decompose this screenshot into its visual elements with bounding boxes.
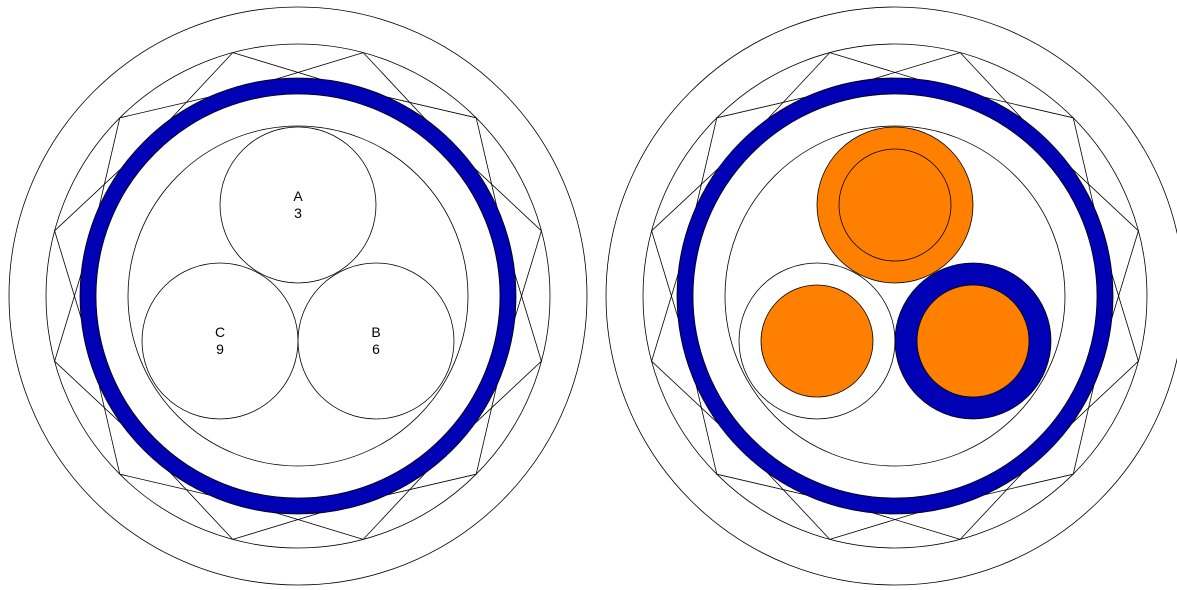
metal-sheath-outline (95, 93, 501, 499)
core-a-number: 3 (294, 205, 302, 221)
core-right-conductor (916, 284, 1030, 398)
core-c (141, 262, 299, 420)
core-a (219, 126, 377, 284)
metal-sheath-ring (677, 78, 1113, 514)
cable-right (605, 6, 1177, 586)
metal-sheath-ring (80, 78, 516, 514)
armour-outer-ring (45, 43, 551, 549)
core-b-name: B (371, 324, 380, 340)
core-c-name: C (215, 324, 225, 340)
metal-sheath-outline (676, 77, 1114, 515)
core-c-number: 9 (216, 341, 224, 357)
core-top-inner-ring (838, 148, 952, 262)
core-left-conductor (760, 284, 874, 398)
armour-outer-ring (642, 43, 1148, 549)
metal-sheath-outline (79, 77, 517, 515)
core-top-conductor (816, 126, 974, 284)
core-a-name: A (293, 188, 303, 204)
core-b-number: 6 (372, 341, 380, 357)
metal-sheath-outline (692, 93, 1098, 499)
cable-left: A3 B6 C9 (8, 6, 588, 586)
